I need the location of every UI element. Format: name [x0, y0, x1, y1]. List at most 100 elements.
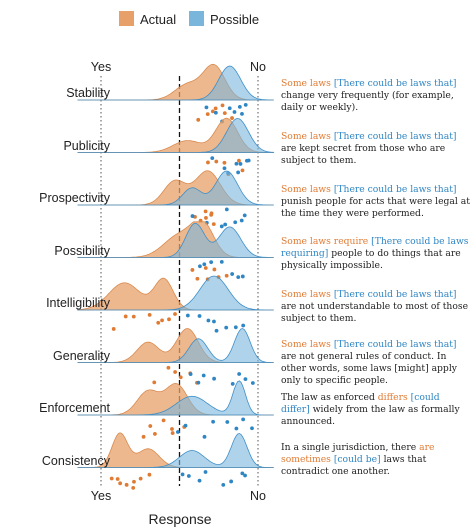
legend-actual-swatch — [119, 11, 134, 26]
point-possible — [210, 156, 215, 161]
row-label-publicity: Publicity — [63, 138, 110, 153]
point-actual — [170, 427, 174, 431]
point-possible — [188, 372, 193, 376]
point-possible — [204, 105, 209, 110]
point-actual — [118, 481, 123, 486]
density-possible-enforcement — [77, 380, 274, 416]
description-actual-phrase: differs — [377, 392, 408, 403]
point-possible — [180, 472, 185, 477]
point-possible — [236, 170, 241, 175]
row-description: Some laws require [There could be laws r… — [281, 236, 471, 272]
point-possible — [241, 323, 246, 328]
description-possible-phrase: [could differ] — [281, 392, 440, 415]
point-possible — [201, 373, 206, 378]
tick-yes-bottom: Yes — [91, 489, 111, 503]
point-actual — [205, 112, 210, 116]
point-actual — [220, 103, 225, 108]
x-axis-label: Response — [148, 511, 211, 527]
description-rest: widely from the law as formally announce… — [281, 404, 460, 427]
row-label-stability: Stability — [66, 86, 110, 100]
point-possible — [243, 473, 247, 478]
point-possible — [211, 419, 216, 424]
point-possible — [202, 434, 207, 439]
row-description: The law as enforced differs [could diffe… — [281, 392, 471, 428]
point-possible — [214, 328, 219, 333]
point-possible — [175, 430, 180, 434]
point-actual — [214, 159, 219, 164]
description-prefix: The law as enforced — [281, 392, 375, 403]
row-label-enforcement: Enforcement — [39, 401, 110, 415]
point-actual — [240, 168, 245, 173]
legend-possible-swatch — [189, 11, 204, 26]
point-actual — [190, 268, 195, 272]
density-possible-stability — [77, 65, 274, 101]
point-actual — [115, 477, 120, 481]
point-possible — [234, 426, 239, 431]
point-possible — [209, 260, 214, 265]
point-possible — [233, 325, 238, 330]
point-possible — [203, 470, 208, 474]
point-possible — [238, 162, 243, 166]
point-actual — [141, 434, 146, 439]
point-actual — [124, 482, 129, 487]
point-possible — [198, 264, 202, 269]
point-possible — [196, 380, 201, 385]
description-possible-phrase: [There could be laws that] — [333, 78, 457, 89]
point-possible — [250, 381, 255, 385]
description-rest: laws that contradict one another. — [281, 454, 427, 477]
point-actual — [109, 476, 114, 481]
point-actual — [170, 431, 175, 435]
point-possible — [219, 259, 224, 264]
point-actual — [196, 117, 201, 122]
point-possible — [243, 377, 248, 382]
point-actual — [211, 222, 216, 226]
description-actual-phrase: Some laws require — [281, 236, 369, 247]
point-actual — [210, 109, 215, 114]
point-possible — [243, 103, 248, 107]
density-possible-consistency — [77, 433, 274, 468]
point-possible — [230, 382, 235, 386]
density-possible-possibility — [77, 222, 274, 258]
point-possible — [206, 318, 211, 323]
point-actual — [131, 314, 136, 319]
description-prefix: In a single jurisdiction, there — [281, 442, 417, 453]
description-actual-phrase: Some laws — [281, 339, 331, 350]
point-actual — [195, 276, 200, 281]
point-possible — [222, 166, 227, 171]
point-actual — [237, 158, 241, 163]
point-actual — [222, 111, 227, 116]
point-actual — [178, 375, 183, 380]
point-actual — [160, 318, 164, 323]
point-possible — [224, 325, 229, 330]
row-label-consistency: Consistency — [41, 453, 110, 468]
point-actual — [203, 209, 208, 214]
point-actual — [209, 211, 214, 216]
point-possible — [250, 426, 254, 431]
description-possible-phrase: [There could be laws that] — [333, 184, 457, 195]
row-description: In a single jurisdiction, there are some… — [281, 442, 471, 478]
description-actual-phrase: are sometimes — [281, 442, 435, 465]
point-actual — [206, 160, 210, 165]
point-actual — [152, 380, 157, 385]
row-label-generality: Generality — [53, 348, 110, 363]
description-actual-phrase: Some laws — [281, 131, 331, 142]
point-possible — [237, 372, 242, 376]
point-actual — [167, 317, 171, 322]
point-actual — [224, 273, 229, 278]
row-label-prospectivity: Prospectivity — [39, 191, 110, 205]
description-rest: are not general rules of conduct. In oth… — [281, 351, 457, 386]
point-possible — [186, 474, 191, 478]
point-actual — [111, 327, 116, 331]
density-possible-generality — [77, 328, 274, 363]
point-possible — [213, 110, 218, 115]
point-possible — [240, 112, 244, 116]
point-actual — [173, 370, 178, 374]
point-actual — [161, 418, 166, 423]
point-actual — [213, 106, 218, 111]
point-actual — [173, 312, 177, 316]
density-possible-intelligibility — [77, 275, 274, 311]
point-actual — [138, 476, 143, 481]
point-possible — [230, 272, 235, 276]
description-actual-phrase: Some laws — [281, 289, 331, 300]
tick-no-bottom: No — [250, 489, 266, 503]
